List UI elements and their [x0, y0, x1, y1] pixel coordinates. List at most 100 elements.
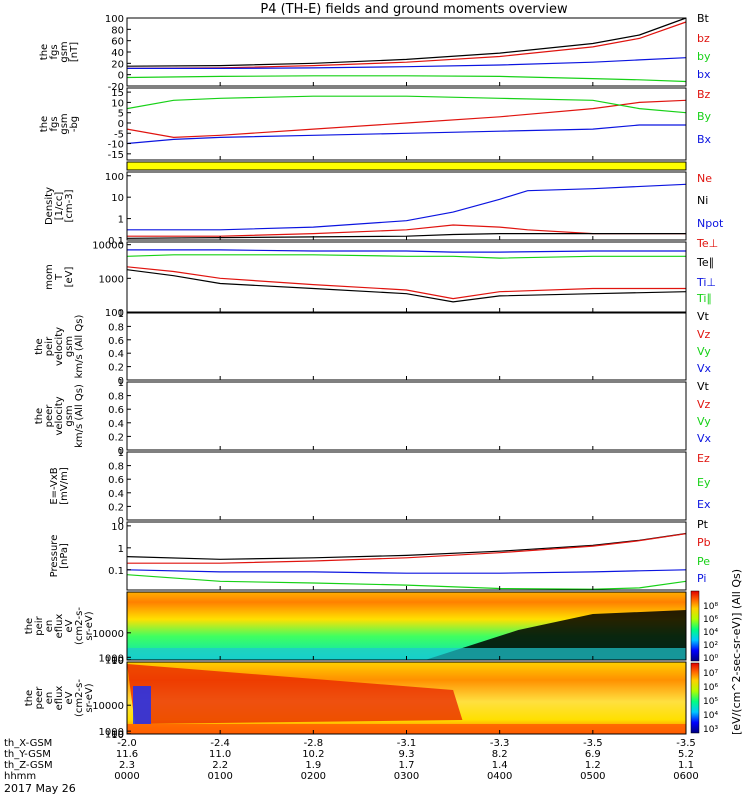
x-row-label: hhmm [4, 771, 36, 782]
colorbar-bottom-tick: 10⁵ [703, 697, 718, 707]
ytick-label-p6: 0.6 [108, 336, 124, 347]
ylabel-p5: mom [44, 264, 55, 290]
ylabel-p2: gsm [59, 113, 70, 134]
legend-p7-Vt: Vt [697, 380, 710, 393]
x-value: 1.9 [305, 760, 321, 771]
series-p9-Pe [126, 574, 687, 590]
ylabel-p7: km/s (All Qs) [74, 384, 85, 448]
legend-p4-Ni: Ni [697, 194, 708, 207]
colorbar-bottom-tick: 10³ [703, 725, 718, 735]
ytick-label-p10: 1000 [99, 653, 124, 664]
ylabel-p7: velocity [54, 396, 65, 435]
ylabel-p11: en [44, 692, 55, 705]
legend-p5-Te∥: Te∥ [696, 256, 714, 269]
colorbar-ticks: 10⁸ 10⁶ 10⁴ 10² 10⁰ 10⁷ 10⁶ 10⁵ 10⁴ 10³ [703, 602, 718, 735]
legend-p5-Ti∥: Ti∥ [696, 292, 712, 305]
legend-p8-Ey: Ey [697, 476, 711, 489]
colorbar-top-tick: 10⁸ [703, 602, 718, 612]
ytick-label-p8: 0.8 [108, 462, 124, 473]
ion-low-band [127, 648, 686, 660]
ytick-label-p8: 0.4 [108, 489, 124, 500]
legend-p8-Ez: Ez [697, 452, 710, 465]
ylabel-p6: velocity [54, 327, 65, 366]
x-value: 0000 [114, 771, 139, 782]
ylabel-p7: gsm [64, 405, 75, 426]
ytick-label-p2: 10 [111, 98, 124, 109]
x-row-label: th_Y-GSM [4, 749, 51, 760]
legend-p4-Npot: Npot [697, 217, 724, 230]
ytick-label-p1: 20 [111, 59, 124, 70]
ytick-label-p2: -10 [108, 140, 124, 151]
legend-p7-Vz: Vz [697, 398, 711, 411]
legend-p8-Ex: Ex [697, 498, 711, 511]
colorbar: 10⁸ 10⁶ 10⁴ 10² 10⁰ 10⁷ 10⁶ 10⁵ 10⁴ 10³ [eV/(cm^2… [690, 569, 743, 735]
ytick-label-p8: 0.6 [108, 475, 124, 486]
x-value: 0200 [301, 771, 326, 782]
electron-low-band [127, 724, 686, 734]
ylabel-p5: T [54, 273, 65, 281]
ytick-label-p11: 10 [111, 730, 124, 741]
ytick-label-p7: 0.2 [108, 432, 124, 443]
series-p5-Te⊥ [126, 266, 686, 300]
ytick-label-p4: 1 [118, 215, 124, 226]
ylabel-p10: eflux [54, 614, 65, 639]
ylabel-p10: the [24, 618, 35, 634]
x-row-label: th_X-GSM [4, 738, 52, 749]
legend-p2-Bx: Bx [697, 133, 712, 146]
series-p5-Te∥ [126, 269, 687, 303]
panel-p4: 100 10 1 0.1 Density [1/cc] [cm-3] Ne Ni Npot [44, 171, 724, 247]
ytick-label-p4: 10 [111, 193, 124, 204]
x-value: 8.2 [492, 749, 508, 760]
legend-p9-Pe: Pe [697, 555, 710, 568]
x-value: -3.5 [583, 738, 603, 749]
ytick-label-p8: 0.2 [108, 502, 124, 513]
x-value: -2.0 [117, 738, 137, 749]
ytick-label-p4: 0.1 [108, 236, 124, 247]
legend-p1-bx: bx [697, 68, 711, 81]
ylabel-p7: peer [44, 404, 55, 428]
series-p5-Ti∥ [126, 254, 686, 259]
legend-p9-Pt: Pt [697, 518, 709, 531]
ytick-label-p5: 1000 [99, 274, 124, 285]
series-p2-Bx [126, 124, 686, 145]
panel-p7: 1 0.8 0.6 0.4 0.2 0 the peer velocity gsm km/s (Al… [34, 378, 712, 457]
x-value: 1.2 [585, 760, 601, 771]
ylabel-p1: gsm [59, 41, 70, 62]
ylabel-p11: peer [34, 686, 45, 710]
x-value: 11.6 [116, 749, 138, 760]
colorbar-bottom-tick: 10⁷ [703, 669, 718, 679]
ytick-label-p11: 100 [105, 730, 124, 741]
series-p2-By [126, 95, 687, 114]
ytick-label-p2: 5 [118, 109, 124, 120]
ylabel-p4: [1/cc] [54, 192, 65, 221]
frame-p8 [126, 451, 687, 521]
ylabel-p8: E=-VxB [49, 467, 60, 504]
ytick-label-p2: 15 [111, 88, 124, 99]
ytick-label-p1: 0 [118, 71, 124, 82]
panel-p9: 10 1 0.1 Pressure [nPa] Pt Pb Pe Pi [49, 518, 711, 591]
ylabel-p11: the [24, 690, 35, 706]
x-value: 1.7 [399, 760, 415, 771]
ylabel-p5: [eV] [64, 267, 75, 288]
x-value: 0400 [487, 771, 512, 782]
colorbar-label: [eV/(cm^2-sec-sr-eV)] (All Qs) [730, 569, 743, 735]
ylabel-p11: eflux [54, 686, 65, 711]
ylabel-p10: sr-eV) [84, 611, 95, 640]
ylabel-p9: Pressure [49, 535, 60, 578]
x-value: 2.2 [212, 760, 228, 771]
ytick-label-p9: 10 [111, 522, 124, 533]
ytick-label-p5: 10000 [92, 241, 124, 252]
series-p9-Pt [126, 532, 687, 560]
x-value: 1.1 [678, 760, 694, 771]
x-row-label: th_Z-GSM [4, 760, 53, 771]
ytick-label-p2: 0 [118, 119, 124, 130]
x-value: -3.1 [397, 738, 417, 749]
x-value: 0100 [207, 771, 232, 782]
frame-p7 [126, 381, 687, 451]
ylabel-p10: (cm2-s- [74, 607, 85, 645]
ytick-label-p7: 0 [118, 446, 124, 457]
x-axis-labels: th_X-GSMth_Y-GSMth_Z-GSMhhmm-2.011.62.30… [4, 738, 699, 782]
ytick-label-p11: 1000 [99, 727, 124, 738]
